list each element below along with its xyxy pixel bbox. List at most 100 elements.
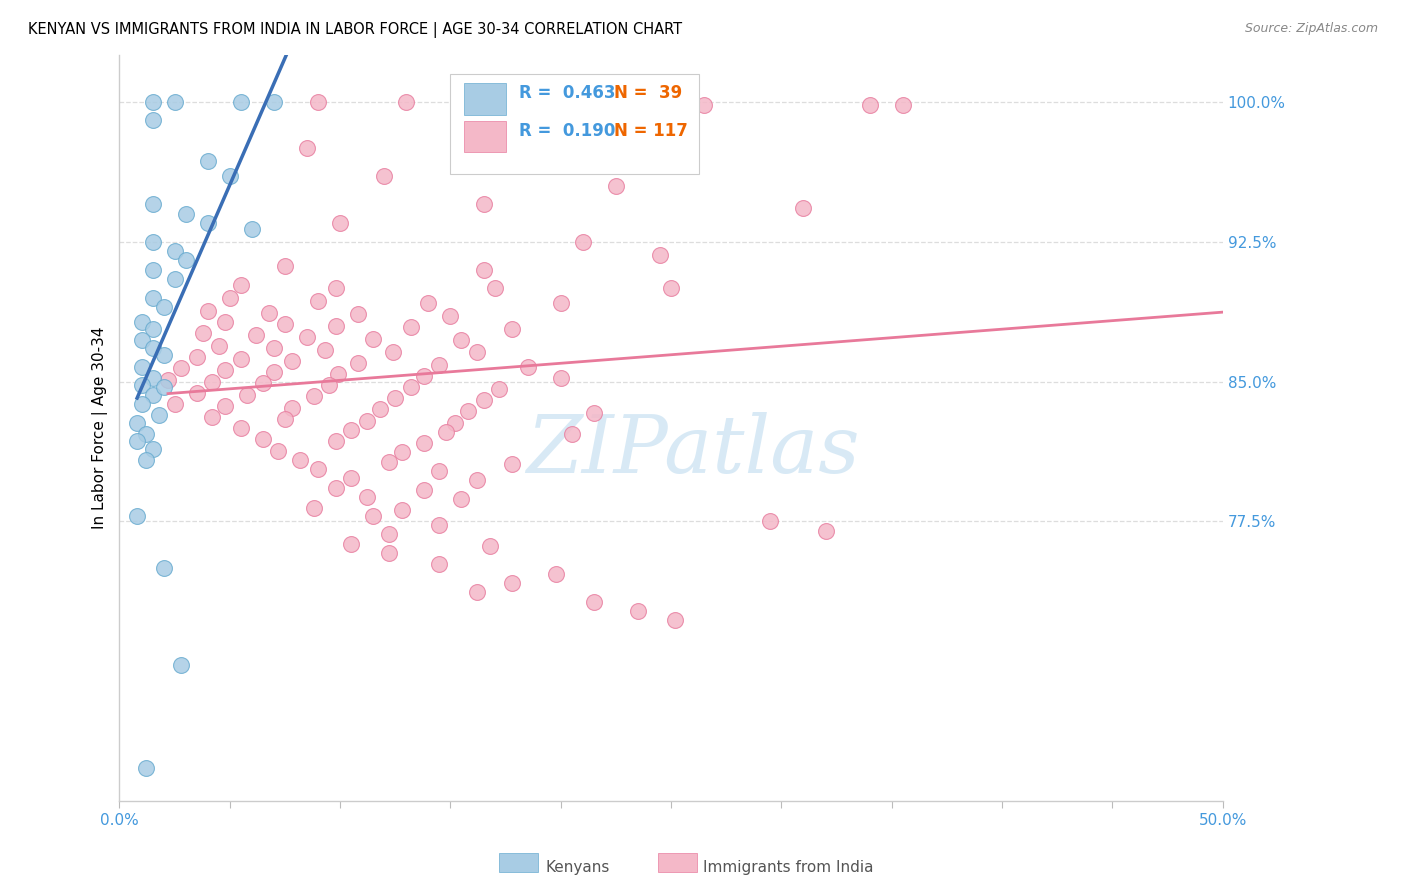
Point bbox=[274, 259, 297, 273]
Point bbox=[340, 423, 363, 437]
Point bbox=[295, 330, 318, 344]
Point bbox=[413, 483, 436, 497]
Point bbox=[377, 455, 399, 469]
Point bbox=[605, 178, 627, 193]
Point bbox=[141, 197, 163, 211]
Point bbox=[274, 317, 297, 331]
Point bbox=[141, 371, 163, 385]
Point bbox=[229, 95, 252, 109]
Point bbox=[450, 491, 472, 506]
Point bbox=[201, 375, 224, 389]
Text: Immigrants from India: Immigrants from India bbox=[703, 860, 873, 874]
Point bbox=[377, 527, 399, 541]
Point bbox=[170, 361, 193, 376]
Point bbox=[135, 426, 157, 441]
Point bbox=[218, 291, 240, 305]
Point bbox=[295, 141, 318, 155]
Point bbox=[307, 294, 329, 309]
Point bbox=[163, 397, 186, 411]
Point bbox=[434, 425, 457, 439]
Point bbox=[280, 354, 302, 368]
Point bbox=[346, 356, 368, 370]
Point bbox=[659, 281, 682, 295]
Point bbox=[302, 501, 325, 516]
Point bbox=[465, 585, 488, 599]
Point bbox=[550, 296, 572, 310]
Point bbox=[325, 281, 347, 295]
Point bbox=[395, 95, 418, 109]
Point bbox=[443, 416, 465, 430]
Point bbox=[561, 426, 583, 441]
Point bbox=[484, 281, 506, 295]
Text: N =  39: N = 39 bbox=[613, 85, 682, 103]
Point bbox=[356, 414, 378, 428]
Point bbox=[391, 503, 413, 517]
Point bbox=[131, 397, 153, 411]
Point bbox=[174, 253, 197, 268]
Point bbox=[418, 296, 440, 310]
Point bbox=[141, 95, 163, 109]
Y-axis label: In Labor Force | Age 30-34: In Labor Force | Age 30-34 bbox=[93, 326, 108, 529]
Point bbox=[148, 408, 170, 422]
Point bbox=[229, 277, 252, 292]
Point bbox=[501, 457, 523, 471]
Point bbox=[127, 434, 149, 449]
Point bbox=[307, 95, 329, 109]
Text: Source: ZipAtlas.com: Source: ZipAtlas.com bbox=[1244, 22, 1378, 36]
Point bbox=[664, 613, 686, 627]
Point bbox=[229, 421, 252, 435]
Point bbox=[218, 169, 240, 184]
Text: Kenyans: Kenyans bbox=[546, 860, 610, 874]
Point bbox=[326, 367, 349, 381]
Point bbox=[465, 474, 488, 488]
Point bbox=[214, 315, 236, 329]
Point bbox=[368, 402, 391, 417]
Point bbox=[693, 98, 716, 112]
Point bbox=[627, 604, 650, 618]
FancyBboxPatch shape bbox=[464, 120, 506, 153]
Point bbox=[384, 392, 406, 406]
Point bbox=[131, 378, 153, 392]
FancyBboxPatch shape bbox=[464, 84, 506, 115]
Point bbox=[325, 434, 347, 449]
Point bbox=[240, 221, 263, 235]
Point bbox=[429, 558, 451, 572]
Point bbox=[527, 95, 550, 109]
Point bbox=[314, 343, 336, 357]
Point bbox=[759, 515, 782, 529]
Text: R =  0.190: R = 0.190 bbox=[519, 121, 616, 140]
Point bbox=[572, 235, 595, 249]
Point bbox=[582, 406, 605, 420]
Point bbox=[413, 436, 436, 450]
Point bbox=[131, 359, 153, 374]
Point bbox=[325, 318, 347, 333]
Point bbox=[399, 320, 422, 334]
Point bbox=[152, 348, 174, 362]
Point bbox=[152, 300, 174, 314]
Point bbox=[501, 576, 523, 591]
Point bbox=[141, 235, 163, 249]
Point bbox=[516, 359, 538, 374]
Point bbox=[263, 341, 285, 355]
Point bbox=[245, 327, 267, 342]
Point bbox=[141, 262, 163, 277]
Point bbox=[141, 442, 163, 456]
Point bbox=[163, 95, 186, 109]
Point bbox=[141, 113, 163, 128]
Point bbox=[141, 387, 163, 401]
Point bbox=[141, 341, 163, 355]
Point bbox=[201, 409, 224, 424]
Point bbox=[488, 382, 510, 396]
Point bbox=[891, 98, 914, 112]
Point bbox=[550, 371, 572, 385]
Point bbox=[325, 481, 347, 495]
Point bbox=[346, 307, 368, 321]
Point bbox=[340, 471, 363, 485]
Point bbox=[267, 443, 290, 458]
Point bbox=[329, 216, 352, 230]
Point bbox=[377, 546, 399, 560]
Point bbox=[197, 303, 219, 318]
Point bbox=[174, 207, 197, 221]
Point bbox=[274, 412, 297, 426]
Point bbox=[252, 433, 274, 447]
